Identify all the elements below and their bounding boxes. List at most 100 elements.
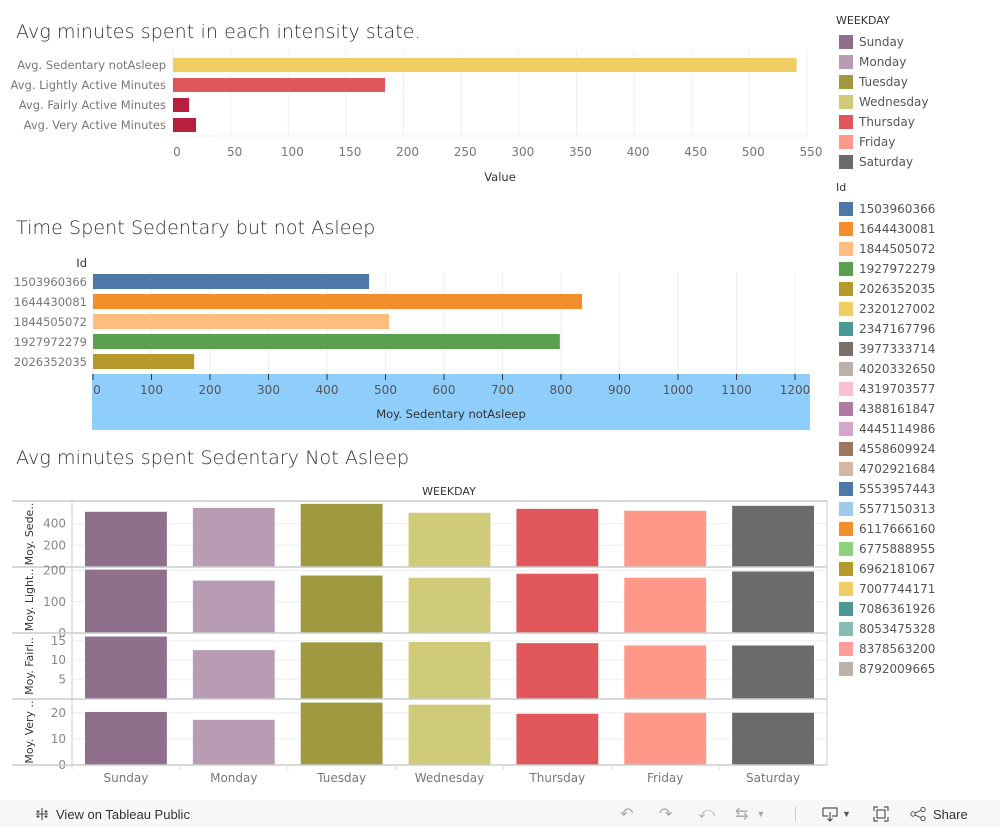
weekday-legend-item[interactable]: Wednesday — [836, 92, 996, 112]
id-legend-item[interactable]: 8792009665 — [836, 659, 996, 679]
id-legend-item[interactable]: 4319703577 — [836, 379, 996, 399]
x-tick-label: 100 — [140, 383, 163, 397]
legend-label: Sunday — [859, 35, 904, 49]
bar — [732, 505, 814, 567]
x-tick-label: Monday — [210, 771, 257, 785]
share-button[interactable]: Share — [910, 804, 968, 824]
bar — [732, 712, 814, 765]
id-legend-item[interactable]: 4445114986 — [836, 419, 996, 439]
bar — [85, 711, 167, 765]
toolbar-divider — [795, 807, 796, 821]
bar — [732, 645, 814, 699]
download-button[interactable]: ▼ — [821, 804, 851, 824]
revert-button[interactable]: ⤺ — [698, 804, 715, 824]
x-tick-label: 1000 — [663, 383, 694, 397]
bar — [624, 577, 707, 633]
fullscreen-icon — [873, 806, 889, 822]
bottom-toolbar: View on Tableau Public ↶ ↷ ⤺ ⇆ ▼ ▼ Share — [0, 800, 1000, 827]
undo-icon: ↶ — [620, 806, 634, 823]
bar — [624, 510, 707, 567]
x-tick-label: 400 — [316, 383, 339, 397]
legend-label: 8053475328 — [859, 622, 936, 636]
id-legend-item[interactable]: 7007744171 — [836, 579, 996, 599]
id-legend-item[interactable]: 1644430081 — [836, 219, 996, 239]
y-tick-label: 20 — [51, 706, 66, 720]
id-legend-item[interactable]: 8053475328 — [836, 619, 996, 639]
weekday-legend-item[interactable]: Tuesday — [836, 72, 996, 92]
id-legend-item[interactable]: 7086361926 — [836, 599, 996, 619]
id-legend-item[interactable]: 4558609924 — [836, 439, 996, 459]
legend-label: Saturday — [859, 155, 914, 169]
redo-button[interactable]: ↷ — [659, 804, 672, 824]
legend-label: 6962181067 — [859, 562, 936, 576]
x-tick-label: 0 — [93, 383, 101, 397]
x-tick-label: Saturday — [746, 771, 800, 785]
bar — [93, 334, 560, 349]
download-dropdown-icon: ▼ — [842, 809, 851, 819]
weekday-legend-item[interactable]: Sunday — [836, 32, 996, 52]
revert-icon: ⤺ — [698, 805, 716, 822]
fullscreen-button[interactable] — [873, 804, 889, 824]
id-legend-item[interactable]: 3977333714 — [836, 339, 996, 359]
x-tick-label: Thursday — [528, 771, 585, 785]
legend-swatch — [839, 115, 853, 129]
tableau-logo-icon — [36, 808, 48, 820]
id-legend-item[interactable]: 6775888955 — [836, 539, 996, 559]
x-tick-label: Sunday — [103, 771, 148, 785]
bar — [300, 702, 383, 765]
x-tick-label: 550 — [800, 145, 823, 159]
legend-label: 5577150313 — [859, 502, 936, 516]
id-legend-item[interactable]: 4388161847 — [836, 399, 996, 419]
id-legend-item[interactable]: 1927972279 — [836, 259, 996, 279]
legend-label: 1644430081 — [859, 222, 936, 236]
legend-swatch — [839, 35, 853, 49]
weekday-legend-item[interactable]: Friday — [836, 132, 996, 152]
legend-label: 1927972279 — [859, 262, 936, 276]
y-tick-label: 5 — [58, 673, 66, 687]
legend-label: 6775888955 — [859, 542, 936, 556]
id-legend-item[interactable]: 2347167796 — [836, 319, 996, 339]
id-legend-item[interactable]: 4702921684 — [836, 459, 996, 479]
x-tick-label: 450 — [684, 145, 707, 159]
id-legend-item[interactable]: 5553957443 — [836, 479, 996, 499]
bar — [300, 503, 383, 567]
weekday-legend-item[interactable]: Monday — [836, 52, 996, 72]
weekday-legend-item[interactable]: Saturday — [836, 152, 996, 172]
sedentary-by-id-chart: 0 100 200 300 400 500 600 700 800 900 1000 1100 1200… — [14, 256, 810, 430]
id-legend-item[interactable]: 5577150313 — [836, 499, 996, 519]
bar — [93, 354, 195, 369]
x-tick-label: 600 — [433, 383, 456, 397]
x-axis-title: Value — [484, 170, 516, 184]
bar — [732, 571, 814, 633]
bar — [173, 118, 197, 132]
bar — [192, 650, 275, 699]
refresh-button[interactable]: ⇆ ▼ — [735, 804, 765, 824]
y-tick-label: 200 — [43, 564, 66, 578]
id-legend-item[interactable]: 2320127002 — [836, 299, 996, 319]
chart2-title: Time Spent Sedentary but not Asleep — [16, 217, 376, 239]
legend-swatch — [839, 155, 853, 169]
id-legend-item[interactable]: 1503960366 — [836, 199, 996, 219]
legend-swatch — [839, 582, 853, 596]
bar — [516, 643, 599, 699]
weekday-legend-item[interactable]: Thursday — [836, 112, 996, 132]
id-legend-item[interactable]: 1844505072 — [836, 239, 996, 259]
id-legend-item[interactable]: 4020332650 — [836, 359, 996, 379]
id-legend-item[interactable]: 2026352035 — [836, 279, 996, 299]
category-label: Avg. Lightly Active Minutes — [11, 78, 166, 92]
legend-swatch — [839, 282, 853, 296]
undo-button[interactable]: ↶ — [620, 804, 633, 824]
id-legend-item[interactable]: 8378563200 — [836, 639, 996, 659]
legend-label: 8792009665 — [859, 662, 936, 676]
x-tick-label: 0 — [173, 145, 181, 159]
bar — [624, 712, 707, 765]
redo-icon: ↷ — [659, 806, 673, 823]
legend-label: 2026352035 — [859, 282, 936, 296]
category-label: Avg. Sedentary notAsleep — [17, 58, 166, 72]
legend-weekday-title: WEEKDAY — [836, 14, 890, 27]
x-tick-label: 500 — [742, 145, 765, 159]
view-on-tableau-link[interactable]: View on Tableau Public — [34, 806, 190, 822]
id-legend-item[interactable]: 6117666160 — [836, 519, 996, 539]
id-legend-item[interactable]: 6962181067 — [836, 559, 996, 579]
